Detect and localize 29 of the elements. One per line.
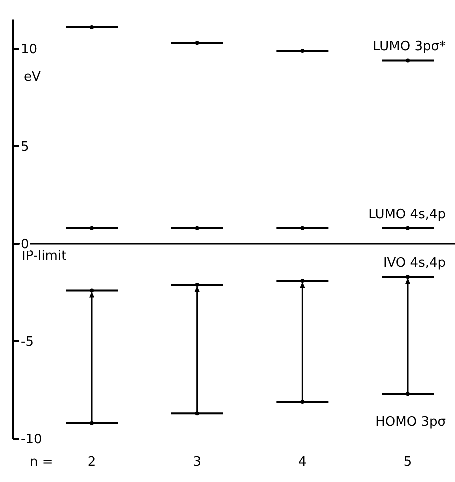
series-label: IVO 4s,4p xyxy=(383,256,446,272)
point xyxy=(195,41,200,46)
point xyxy=(300,279,305,284)
y-axis-title: eV xyxy=(24,70,41,85)
point xyxy=(300,400,305,404)
x-tick-label: 2 xyxy=(88,455,96,470)
point xyxy=(406,226,410,230)
point xyxy=(195,226,200,230)
point xyxy=(300,48,305,53)
point xyxy=(90,288,94,293)
y-tick-label: 10 xyxy=(21,42,38,58)
point xyxy=(406,275,410,280)
point xyxy=(406,392,410,396)
y-tick-label: 5 xyxy=(21,140,30,156)
x-tick-label: 5 xyxy=(404,455,412,470)
x-tick-label: 4 xyxy=(298,455,307,470)
point xyxy=(300,226,305,230)
x-tick-label: 3 xyxy=(193,455,202,470)
y-tick-label: -5 xyxy=(21,335,34,350)
text: HOMO 3pσ xyxy=(376,415,446,430)
series-label: LUMO 4s,4p xyxy=(368,207,446,222)
series-label: LUMO 3pσ* xyxy=(373,40,446,55)
point xyxy=(195,412,200,416)
point xyxy=(90,226,94,230)
point xyxy=(406,58,410,63)
y-tick-label: -10 xyxy=(21,432,42,448)
point xyxy=(195,282,200,287)
point xyxy=(90,421,94,426)
x-axis-title: n = xyxy=(30,455,54,470)
